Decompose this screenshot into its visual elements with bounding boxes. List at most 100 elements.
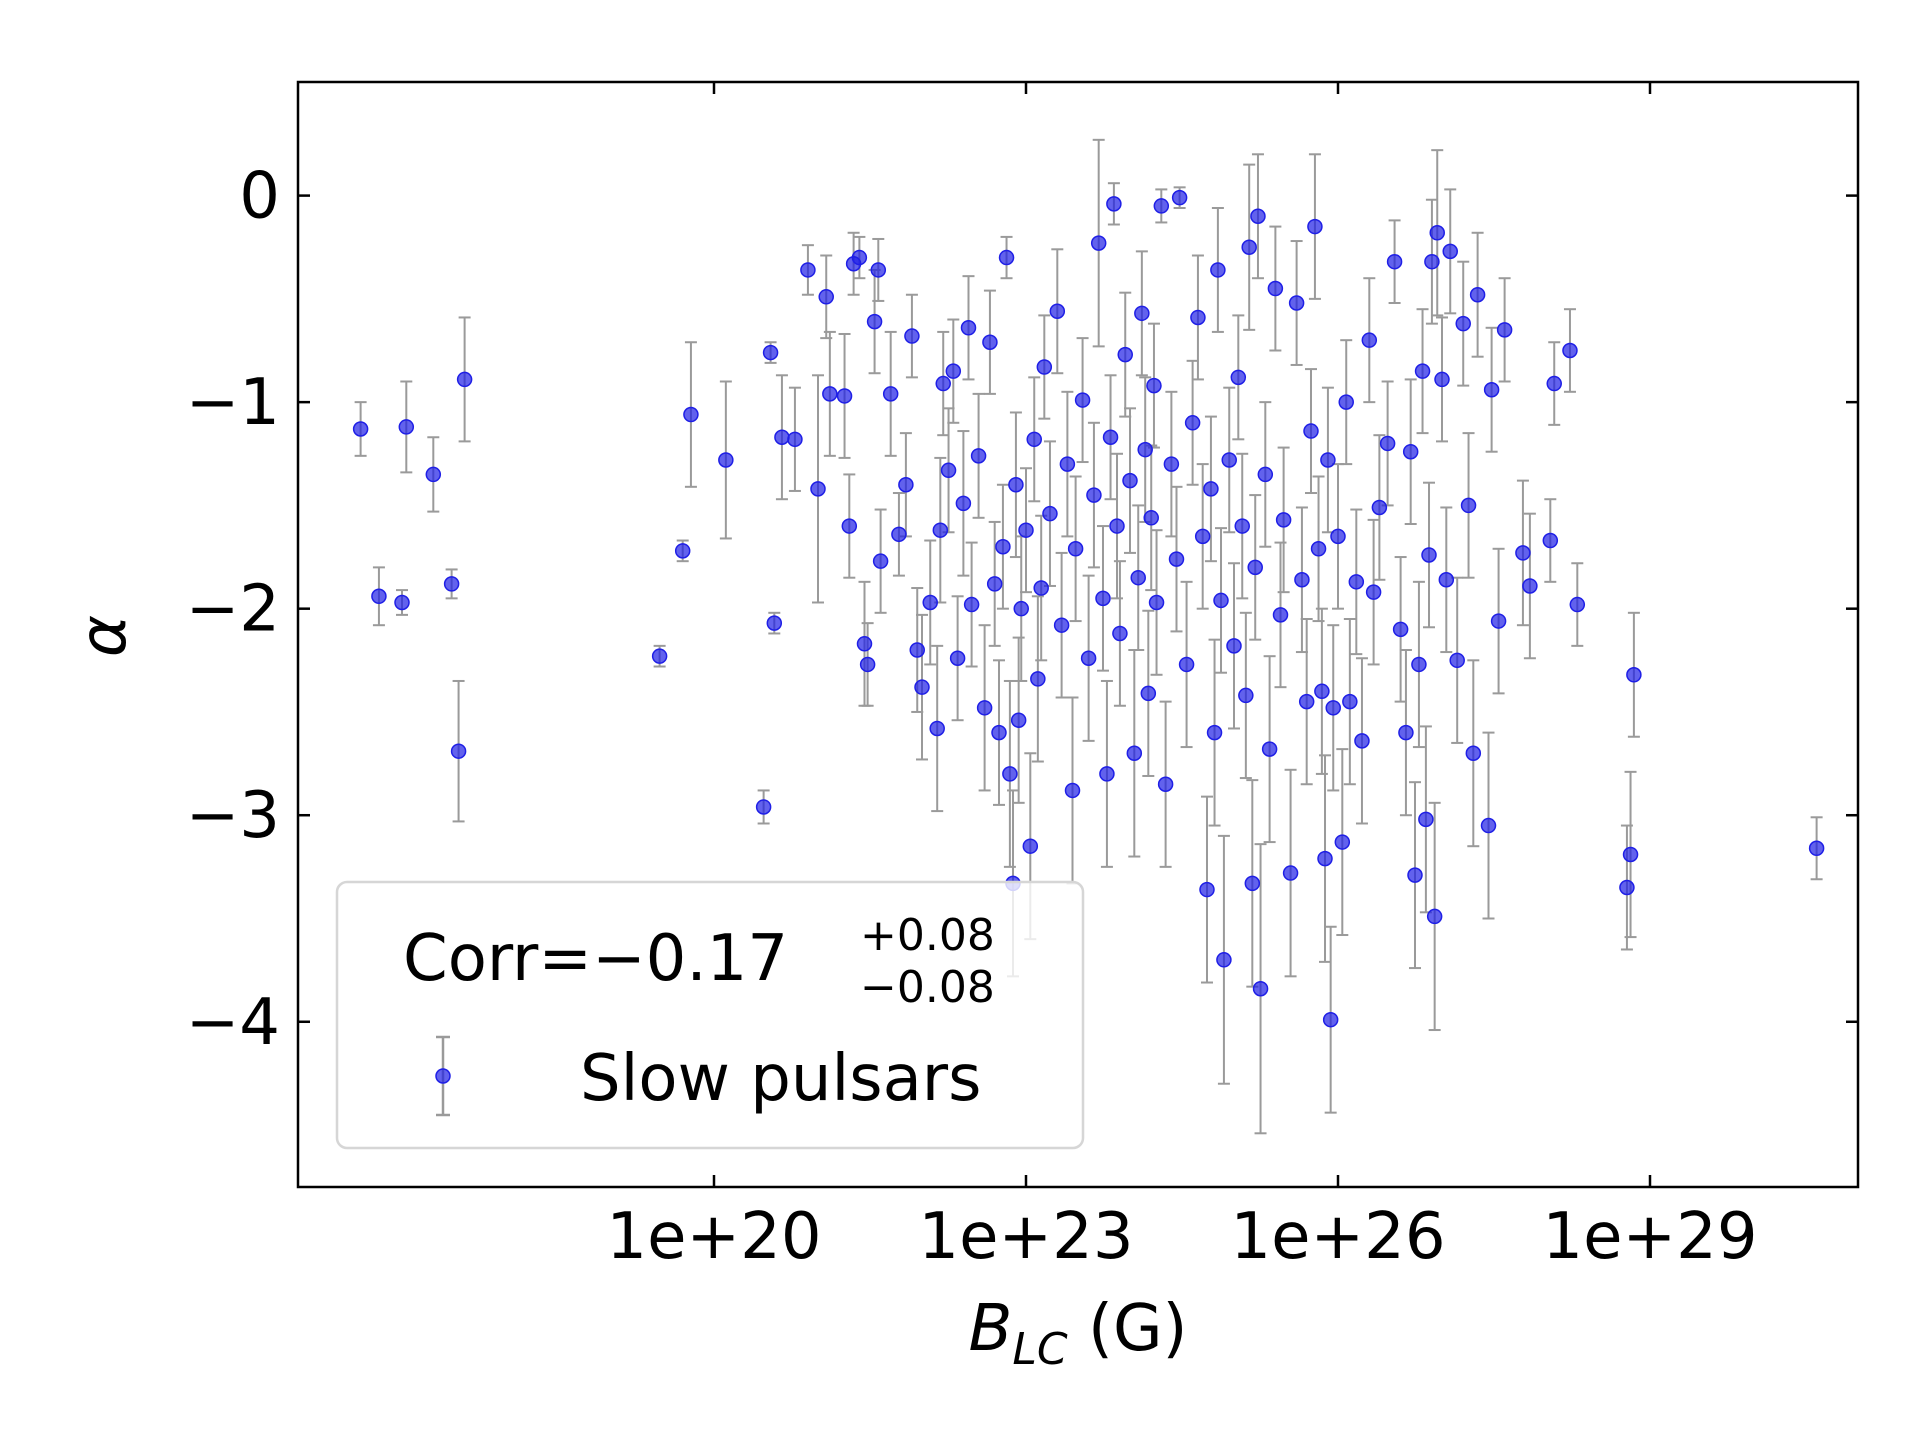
data-point xyxy=(1053,617,1070,633)
data-point xyxy=(1102,429,1119,446)
data-point xyxy=(394,594,410,611)
data-point xyxy=(1022,838,1039,854)
data-point xyxy=(1365,584,1382,600)
data-point xyxy=(991,724,1007,741)
data-point xyxy=(1483,381,1500,398)
data-point xyxy=(1095,590,1111,607)
data-point xyxy=(1546,375,1562,392)
data-point xyxy=(1013,600,1029,617)
data-point xyxy=(1808,840,1825,857)
data-point xyxy=(872,553,889,569)
data-point xyxy=(1330,528,1346,545)
data-point xyxy=(1379,435,1396,452)
data-point xyxy=(371,588,387,605)
legend-marker xyxy=(435,1068,451,1084)
data-point xyxy=(1059,456,1076,472)
data-point xyxy=(1171,189,1188,206)
y-tick-label: −3 xyxy=(186,779,280,853)
data-point xyxy=(787,431,803,448)
data-point xyxy=(955,495,972,512)
data-point xyxy=(1354,733,1370,749)
data-point xyxy=(1386,253,1403,270)
data-point xyxy=(1434,371,1450,388)
x-tick-label: 1e+20 xyxy=(606,1200,821,1274)
data-point xyxy=(1067,541,1084,557)
data-point xyxy=(1342,693,1358,710)
data-point xyxy=(1626,667,1642,683)
data-point xyxy=(914,679,930,695)
data-point xyxy=(1203,481,1219,497)
data-point xyxy=(1030,671,1046,687)
data-point xyxy=(1140,685,1157,702)
data-point xyxy=(929,720,945,737)
data-point xyxy=(1134,305,1150,322)
data-point xyxy=(995,538,1011,555)
data-point xyxy=(1449,652,1465,669)
data-point xyxy=(851,249,868,266)
data-point xyxy=(998,249,1015,266)
y-tick-label: 0 xyxy=(239,160,280,234)
data-point xyxy=(963,596,980,613)
x-tick-label: 1e+26 xyxy=(1230,1200,1445,1274)
data-point xyxy=(1426,908,1443,925)
data-point xyxy=(1429,225,1445,241)
data-point xyxy=(1496,322,1513,338)
data-point xyxy=(755,799,772,815)
data-point xyxy=(1317,850,1333,867)
data-point xyxy=(898,477,914,493)
data-point xyxy=(1238,687,1254,704)
data-point xyxy=(1418,811,1434,828)
data-point xyxy=(822,386,838,402)
data-point xyxy=(1455,315,1471,332)
data-point xyxy=(1086,487,1102,503)
data-point xyxy=(1137,441,1153,458)
data-point xyxy=(1465,745,1482,762)
data-point xyxy=(1303,423,1319,439)
data-point xyxy=(1018,522,1034,538)
data-point xyxy=(1562,342,1578,359)
data-point xyxy=(1361,332,1378,348)
data-point xyxy=(1008,477,1024,493)
data-point xyxy=(836,388,853,404)
data-point xyxy=(1542,532,1559,549)
data-point xyxy=(891,526,907,543)
data-point xyxy=(1250,208,1266,225)
data-point xyxy=(1275,512,1292,528)
data-point xyxy=(1213,592,1229,609)
data-point xyxy=(1210,262,1226,278)
data-point xyxy=(1049,303,1066,320)
data-point xyxy=(1002,766,1018,782)
data-point xyxy=(1143,510,1159,526)
data-point xyxy=(1348,574,1365,590)
data-point xyxy=(1288,295,1305,311)
data-point xyxy=(1206,724,1223,741)
data-point xyxy=(1099,766,1115,782)
data-point xyxy=(1234,518,1250,534)
legend-title-sub: −0.08 xyxy=(860,962,995,1013)
legend-entry-slow-pulsars: Slow pulsars xyxy=(580,1042,981,1116)
data-point xyxy=(970,448,987,464)
data-point xyxy=(1163,456,1180,472)
data-point xyxy=(859,656,876,673)
data-point xyxy=(870,262,887,278)
data-point xyxy=(1130,569,1146,586)
x-axis-label-main: B xyxy=(968,1292,1012,1366)
data-point xyxy=(935,375,951,392)
data-point xyxy=(818,289,834,305)
data-point xyxy=(774,429,790,446)
marker-layer xyxy=(352,189,1825,1028)
data-point xyxy=(1569,596,1586,613)
x-tick-label: 1e+29 xyxy=(1542,1200,1757,1274)
data-point xyxy=(1515,545,1531,561)
data-point xyxy=(1442,243,1458,260)
data-point xyxy=(1153,198,1170,214)
data-point xyxy=(810,481,826,497)
data-point xyxy=(1371,499,1388,516)
data-point xyxy=(443,576,460,592)
data-point xyxy=(1402,443,1419,460)
data-point xyxy=(940,462,957,479)
data-point xyxy=(1469,286,1486,303)
data-point xyxy=(1221,452,1237,468)
data-point xyxy=(1619,879,1635,896)
data-point xyxy=(1157,776,1174,792)
